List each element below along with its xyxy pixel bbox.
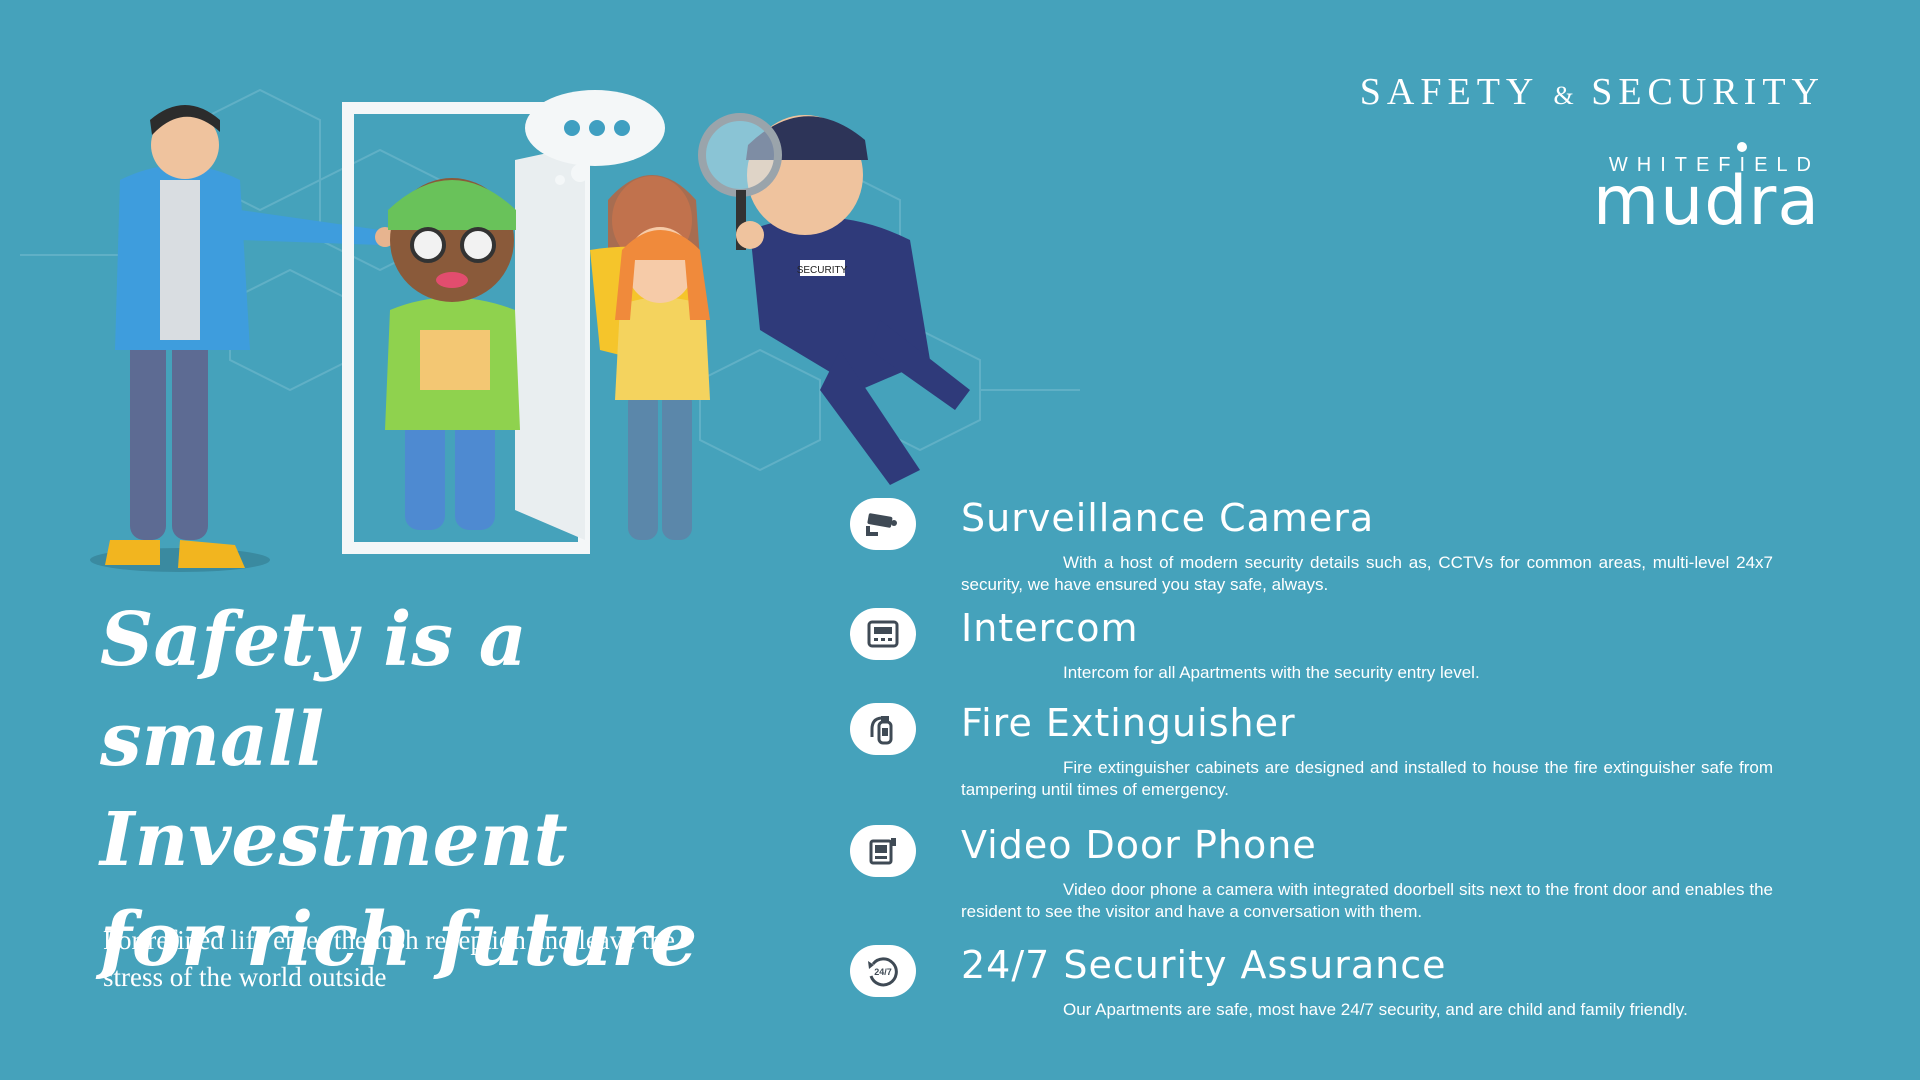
section-title: SAFETY & SECURITY — [1360, 70, 1825, 114]
security-guard-figure: SECURITY — [698, 113, 970, 485]
feature-title: Surveillance Camera — [961, 496, 1375, 540]
section-title-block: SAFETY & SECURITY — [1360, 70, 1825, 114]
24-7-security-icon: 24/7 — [850, 945, 916, 997]
door-frame — [342, 102, 590, 554]
logo-subtitle: WHITEFIELD — [1608, 154, 1820, 176]
svg-text:24/7: 24/7 — [874, 967, 892, 977]
tagline: For refined life enter the lush receptio… — [103, 925, 676, 992]
title-ampersand: & — [1553, 81, 1576, 110]
characters-illustration: SECURITY — [90, 90, 970, 572]
headline: Safety is a small Investment for rich fu… — [100, 590, 800, 990]
video-door-phone-icon — [850, 825, 916, 877]
feature-title: 24/7 Security Assurance — [961, 943, 1447, 987]
feature-title: Intercom — [961, 606, 1139, 650]
title-part-security: SECURITY — [1591, 71, 1825, 113]
title-part-safety: SAFETY — [1359, 71, 1538, 113]
fire-extinguisher-icon — [850, 703, 916, 755]
feature-description: Our Apartments are safe, most have 24/7 … — [1063, 1000, 1688, 1019]
security-badge-label: SECURITY — [797, 265, 848, 276]
headline-line-2: small Investment — [100, 697, 568, 883]
brand-logo: WHITEFIELD mudra — [1580, 140, 1820, 241]
cctv-camera-icon — [850, 498, 916, 550]
feature-description: Fire extinguisher cabinets are designed … — [961, 758, 1773, 799]
feature-description: Intercom for all Apartments with the sec… — [1063, 663, 1480, 682]
thought-bubble — [525, 90, 665, 185]
feature-description: With a host of modern security details s… — [961, 553, 1773, 594]
women-figures — [590, 175, 710, 540]
intercom-icon — [850, 608, 916, 660]
feature-title: Video Door Phone — [961, 823, 1317, 867]
man-pointing-figure — [90, 105, 395, 572]
headline-line-3: for rich future — [100, 897, 698, 983]
feature-title: Fire Extinguisher — [961, 701, 1296, 745]
delivery-person-figure — [385, 178, 520, 530]
logo-wordmark: mudra — [1592, 162, 1820, 241]
headline-line-1: Safety is a — [100, 597, 527, 683]
feature-description: Video door phone a camera with integrate… — [961, 880, 1773, 921]
logo-dot-icon — [1737, 142, 1747, 152]
